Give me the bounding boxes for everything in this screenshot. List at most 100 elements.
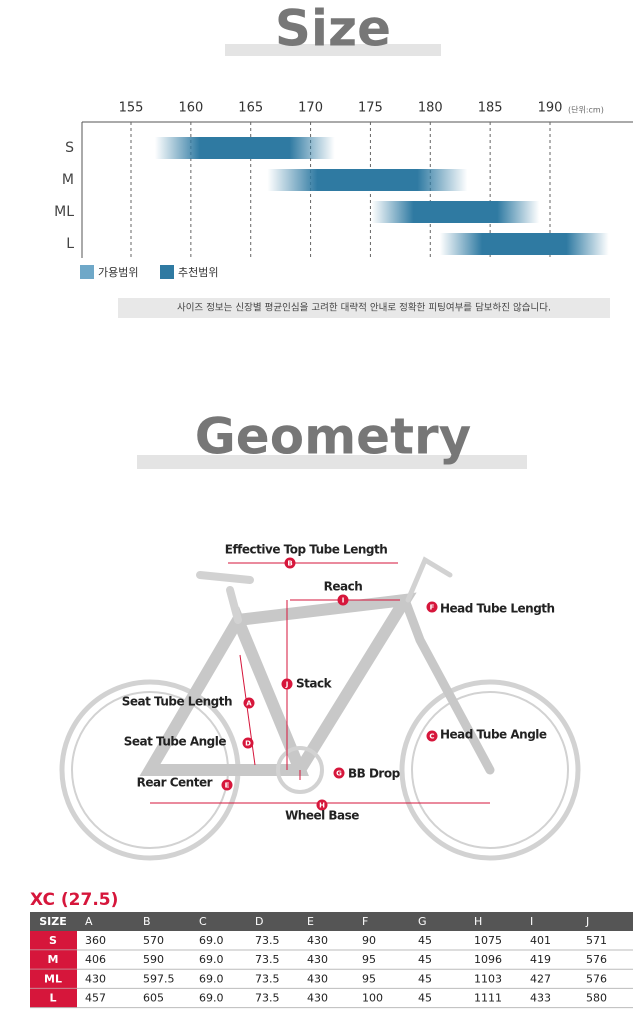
dimension-label: BB Drop	[348, 767, 401, 781]
table-cell: 597.5	[143, 972, 175, 985]
table-header: G	[418, 915, 427, 928]
size-range	[154, 137, 335, 159]
dimension-label: Stack	[296, 677, 333, 691]
table-cell: 73.5	[255, 934, 280, 947]
table-header: D	[255, 915, 263, 928]
tick-label: 160	[178, 101, 203, 116]
table-cell: 360	[85, 934, 106, 947]
size-title: Size	[275, 0, 391, 58]
row-label: M	[62, 172, 74, 188]
tick-label: 165	[238, 101, 263, 116]
row-label: ML	[54, 204, 74, 220]
table-cell: 69.0	[199, 972, 224, 985]
letter: C	[429, 733, 434, 741]
letter: H	[319, 802, 325, 810]
note: 사이즈 정보는 신장별 평균인심을 고려한 대략적 안내로 정확한 피팅여부를 …	[177, 302, 551, 314]
size-range	[371, 201, 540, 223]
tick-label: 155	[119, 101, 144, 116]
dimension-label: Head Tube Length	[440, 602, 555, 616]
letter-badge	[284, 557, 296, 569]
table-cell: 430	[85, 972, 106, 985]
dimension-label: Seat Tube Angle	[124, 735, 227, 749]
letter: I	[342, 597, 345, 605]
dimension-label: Head Tube Angle	[440, 728, 547, 742]
table-cell: 571	[586, 934, 607, 947]
tick-label: 180	[418, 101, 443, 116]
table-title: XC (27.5)	[30, 890, 118, 910]
letter-badge	[281, 678, 293, 690]
table-cell: 427	[530, 972, 551, 985]
table-header: F	[362, 915, 368, 928]
size-cell	[30, 950, 77, 970]
table-cell: M	[48, 953, 59, 966]
table-cell: 590	[143, 953, 164, 966]
tick-label: 185	[478, 101, 503, 116]
letter-badge	[426, 730, 438, 742]
title-bar	[137, 455, 527, 469]
size-cell	[30, 931, 77, 950]
letter-badge	[426, 601, 438, 613]
table-cell: 69.0	[199, 934, 224, 947]
letter: G	[336, 770, 342, 778]
table-cell: 95	[362, 972, 376, 985]
tick-label: 190	[538, 101, 563, 116]
table-cell: 45	[418, 934, 432, 947]
unit: (단위:cm)	[568, 105, 604, 115]
legend-label: 추천범위	[178, 265, 218, 279]
table-cell: 69.0	[199, 953, 224, 966]
letter-badge	[242, 737, 254, 749]
size-range	[267, 169, 468, 191]
table-cell: 45	[418, 992, 432, 1005]
letter: D	[245, 740, 251, 748]
note-bg	[118, 298, 610, 318]
table-cell: 605	[143, 992, 164, 1005]
table-cell: 1096	[474, 953, 502, 966]
table-header: C	[199, 915, 207, 928]
dimension-label: Wheel Base	[285, 809, 359, 823]
dimension-label: Effective Top Tube Length	[225, 543, 388, 557]
letter: J	[285, 681, 289, 689]
table-cell: 90	[362, 934, 376, 947]
table-cell: 95	[362, 953, 376, 966]
letter: B	[287, 560, 292, 568]
size-cell	[30, 969, 77, 989]
table-cell: 401	[530, 934, 551, 947]
table-header: B	[143, 915, 151, 928]
table-cell: 73.5	[255, 972, 280, 985]
table-header-bg	[30, 912, 633, 931]
row-label: S	[65, 140, 74, 156]
table-cell: 576	[586, 953, 607, 966]
table-cell: 406	[85, 953, 106, 966]
table-cell: 100	[362, 992, 383, 1005]
table-cell: 433	[530, 992, 551, 1005]
table-header: I	[530, 915, 533, 928]
geometry-title: Geometry	[195, 408, 471, 466]
table-cell: 1075	[474, 934, 502, 947]
table-cell: 580	[586, 992, 607, 1005]
tick-label: 175	[358, 101, 383, 116]
table-cell: 430	[307, 934, 328, 947]
table-cell: 45	[418, 953, 432, 966]
table-cell: 69.0	[199, 992, 224, 1005]
dimension-label: Rear Center	[137, 776, 213, 790]
table-cell: 73.5	[255, 992, 280, 1005]
title-bar	[225, 44, 441, 56]
row-label: L	[66, 236, 74, 252]
table-cell: 430	[307, 992, 328, 1005]
table-header: SIZE	[39, 915, 67, 928]
dimension-line	[239, 654, 256, 766]
letter-badge	[221, 779, 233, 791]
table-cell: ML	[44, 972, 62, 985]
letter-badge	[316, 799, 328, 811]
table-cell: 430	[307, 953, 328, 966]
table-cell: 1111	[474, 992, 502, 1005]
legend-swatch	[80, 265, 94, 279]
dimension-label: Seat Tube Length	[122, 695, 232, 709]
size-cell	[30, 988, 77, 1008]
table-header: A	[85, 915, 93, 928]
table-cell: 419	[530, 953, 551, 966]
table-cell: 576	[586, 972, 607, 985]
table-cell: 570	[143, 934, 164, 947]
legend-swatch	[160, 265, 174, 279]
